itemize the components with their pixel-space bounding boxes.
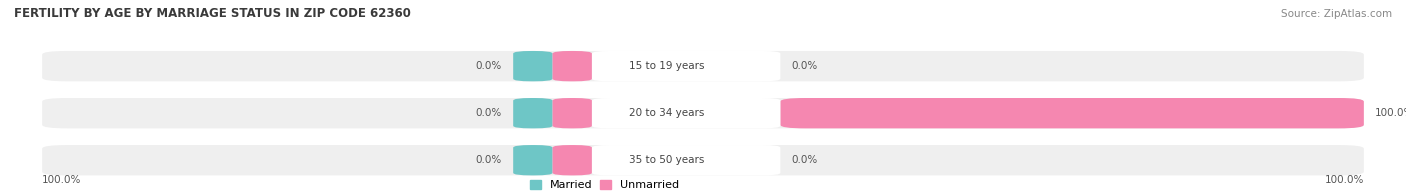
FancyBboxPatch shape: [553, 51, 592, 81]
Legend: Married, Unmarried: Married, Unmarried: [530, 180, 679, 191]
Text: Source: ZipAtlas.com: Source: ZipAtlas.com: [1281, 9, 1392, 19]
FancyBboxPatch shape: [42, 145, 1364, 175]
FancyBboxPatch shape: [42, 51, 1364, 81]
Text: 100.0%: 100.0%: [1375, 108, 1406, 118]
FancyBboxPatch shape: [42, 98, 1364, 128]
FancyBboxPatch shape: [513, 51, 553, 81]
Text: 100.0%: 100.0%: [1324, 175, 1364, 185]
Text: 15 to 19 years: 15 to 19 years: [628, 61, 704, 71]
FancyBboxPatch shape: [780, 98, 1364, 128]
Text: 0.0%: 0.0%: [475, 155, 502, 165]
FancyBboxPatch shape: [553, 145, 592, 175]
Text: 0.0%: 0.0%: [792, 61, 818, 71]
Text: 35 to 50 years: 35 to 50 years: [628, 155, 704, 165]
FancyBboxPatch shape: [553, 98, 592, 128]
Text: 0.0%: 0.0%: [475, 61, 502, 71]
FancyBboxPatch shape: [513, 98, 553, 128]
Text: 0.0%: 0.0%: [792, 155, 818, 165]
Text: 100.0%: 100.0%: [42, 175, 82, 185]
FancyBboxPatch shape: [592, 51, 780, 81]
FancyBboxPatch shape: [592, 98, 780, 128]
Text: 0.0%: 0.0%: [475, 108, 502, 118]
Text: FERTILITY BY AGE BY MARRIAGE STATUS IN ZIP CODE 62360: FERTILITY BY AGE BY MARRIAGE STATUS IN Z…: [14, 7, 411, 20]
FancyBboxPatch shape: [592, 145, 780, 175]
FancyBboxPatch shape: [513, 145, 553, 175]
Text: 20 to 34 years: 20 to 34 years: [628, 108, 704, 118]
